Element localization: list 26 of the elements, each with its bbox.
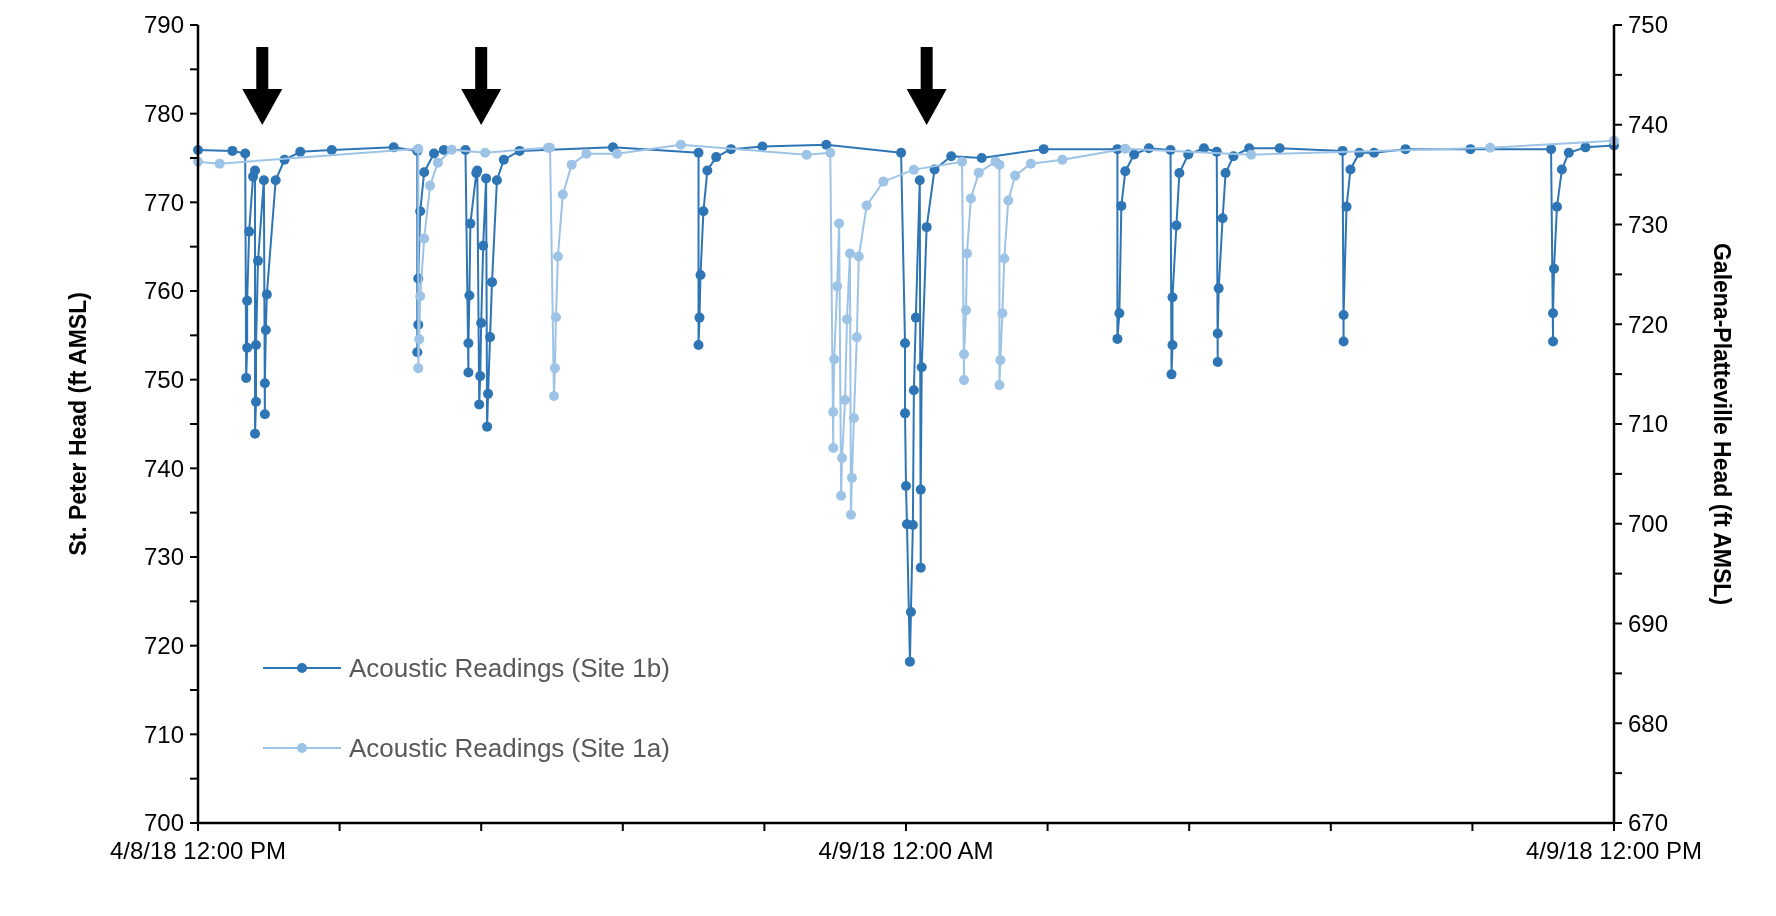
y2-tick-label: 700 [1628,510,1669,538]
x-tick-label: 4/9/18 12:00 AM [818,837,994,864]
y-tick-label: 720 [143,632,184,660]
y2-tick-label: 720 [1628,310,1669,338]
y2-tick-label: 740 [1628,111,1669,139]
y-tick-label: 750 [143,366,184,394]
y-tick-label: 730 [143,543,184,571]
y2-tick-label: 710 [1628,410,1669,438]
legend-label: Acoustic Readings (Site 1b) [349,653,670,684]
y-tick-label: 760 [143,277,184,305]
y2-tick-label: 680 [1628,709,1669,737]
y2-axis-title: Galena-Platteville Head (ft AMSL) [1709,242,1735,606]
y-tick-label: 700 [143,809,184,837]
y-tick-label: 740 [143,454,184,482]
legend-label: Acoustic Readings (Site 1a) [349,733,670,764]
y-tick-label: 710 [143,720,184,748]
y2-tick-label: 690 [1628,609,1669,637]
y-tick-label: 780 [143,100,184,128]
x-tick-label: 4/8/18 12:00 PM [109,837,287,864]
y2-tick-label: 670 [1628,809,1669,837]
y-axis-title: St. Peter Head (ft AMSL) [65,292,91,556]
y2-tick-label: 750 [1628,11,1669,39]
y-tick-label: 790 [143,11,184,39]
x-tick-label: 4/9/18 12:00 PM [1525,837,1703,864]
y2-tick-label: 730 [1628,210,1669,238]
y-tick-label: 770 [143,188,184,216]
